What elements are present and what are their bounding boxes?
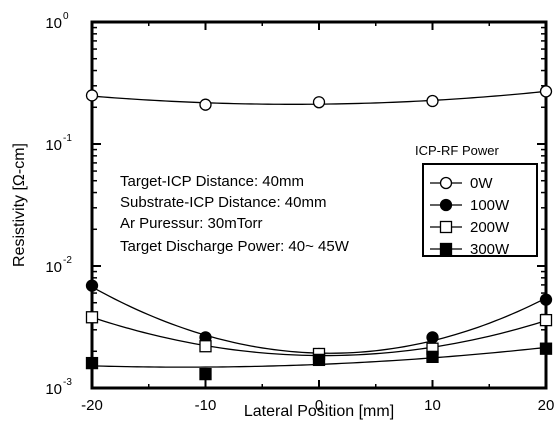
series-0w	[85, 85, 553, 111]
x-tick-label: 20	[538, 397, 555, 414]
legend-title: ICP-RF Power	[415, 143, 499, 158]
data-point	[85, 89, 99, 102]
data-point	[439, 242, 453, 256]
data-point	[539, 313, 553, 327]
y-tick-label: 10 -1	[45, 133, 72, 154]
annotation-text: Target-ICP Distance: 40mm	[120, 173, 304, 190]
legend-item-100w: 100W	[430, 197, 510, 214]
data-point	[426, 350, 439, 364]
annotation-text: Substrate-ICP Distance: 40mm	[120, 194, 326, 211]
y-axis-label: Resistivity [Ω-cm]	[11, 143, 28, 267]
annotation-text: Target Discharge Power: 40~ 45W	[120, 238, 350, 255]
data-point	[439, 198, 453, 212]
y-tick-base: 10	[45, 137, 62, 154]
data-point	[199, 340, 212, 353]
data-point	[199, 367, 212, 381]
annotation-text: Ar Puressur: 30mTorr	[120, 215, 263, 232]
legend-label: 200W	[470, 219, 510, 236]
y-tick-exponent: 0	[63, 11, 69, 22]
y-tick-exponent: -3	[63, 377, 72, 388]
data-point	[312, 96, 326, 109]
x-tick-label: 10	[424, 397, 441, 414]
y-tick-exponent: -2	[63, 255, 72, 266]
y-tick-label: 10 0	[45, 11, 69, 32]
y-tick-label: 10 -3	[45, 377, 72, 398]
data-point	[85, 311, 99, 324]
data-point	[85, 279, 99, 292]
data-point	[439, 220, 453, 234]
x-tick-label: -10	[195, 397, 217, 414]
y-tick-label: 10 -2	[45, 255, 72, 276]
data-point	[539, 85, 553, 98]
data-point	[539, 293, 553, 306]
x-tick-label: 0	[315, 397, 323, 414]
series-line-100w	[91, 286, 547, 354]
legend-item-300w: 300W	[430, 241, 510, 258]
y-tick-base: 10	[45, 381, 62, 398]
y-tick-exponent: -1	[63, 133, 72, 144]
data-point	[85, 356, 99, 370]
legend-item-0w: 0W	[430, 175, 493, 192]
y-tick-base: 10	[45, 259, 62, 276]
series-200w	[85, 311, 553, 361]
legend-item-200w: 200W	[430, 219, 510, 236]
data-point	[539, 342, 553, 355]
data-point	[199, 98, 212, 111]
series-100w	[85, 279, 553, 361]
legend-label: 300W	[470, 241, 510, 258]
data-point	[439, 176, 453, 190]
data-point	[426, 94, 439, 108]
data-point	[312, 353, 326, 367]
legend-label: 0W	[470, 175, 493, 192]
x-tick-label: -20	[81, 397, 103, 414]
legend-label: 100W	[470, 197, 510, 214]
y-tick-base: 10	[45, 15, 62, 32]
x-axis-label: Lateral Position [mm]	[244, 403, 394, 420]
series-300w	[85, 342, 553, 381]
data-point	[426, 331, 439, 344]
